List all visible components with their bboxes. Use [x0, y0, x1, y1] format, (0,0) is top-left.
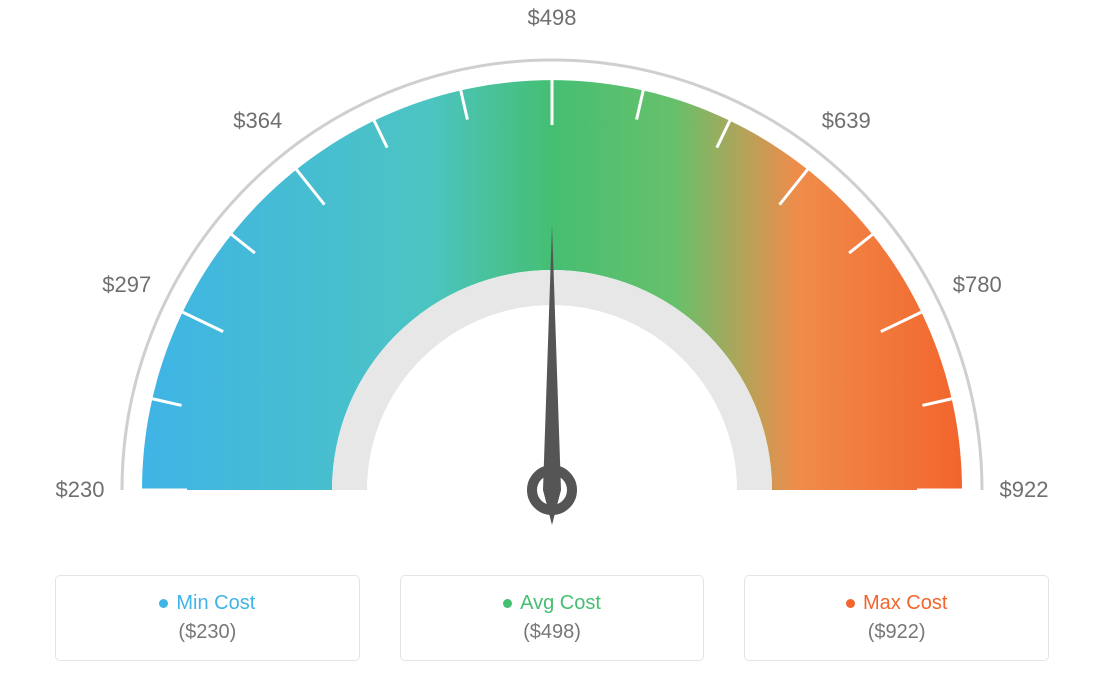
legend-dot-min	[159, 599, 168, 608]
gauge-chart: $230 $297 $364 $498 $639 $780 $922	[0, 0, 1104, 560]
gauge-tick-label: $639	[822, 108, 871, 134]
gauge-tick-label: $780	[953, 272, 1002, 298]
legend-label-max: Max Cost	[863, 592, 947, 615]
legend-row: Min Cost ($230) Avg Cost ($498) Max Cost…	[0, 575, 1104, 690]
legend-value-avg: ($498)	[523, 621, 581, 644]
gauge-tick-label: $297	[102, 272, 151, 298]
legend-card-max: Max Cost ($922)	[744, 575, 1049, 661]
legend-title-avg: Avg Cost	[503, 592, 601, 615]
legend-card-avg: Avg Cost ($498)	[400, 575, 705, 661]
legend-value-min: ($230)	[178, 621, 236, 644]
gauge-tick-label: $364	[233, 108, 282, 134]
legend-value-max: ($922)	[868, 621, 926, 644]
legend-dot-avg	[503, 599, 512, 608]
legend-label-avg: Avg Cost	[520, 592, 601, 615]
legend-dot-max	[846, 599, 855, 608]
gauge-svg	[0, 0, 1104, 560]
gauge-tick-label: $498	[528, 5, 577, 31]
gauge-tick-label: $230	[56, 477, 105, 503]
legend-title-max: Max Cost	[846, 592, 947, 615]
gauge-tick-label: $922	[1000, 477, 1049, 503]
legend-card-min: Min Cost ($230)	[55, 575, 360, 661]
legend-title-min: Min Cost	[159, 592, 255, 615]
legend-label-min: Min Cost	[176, 592, 255, 615]
